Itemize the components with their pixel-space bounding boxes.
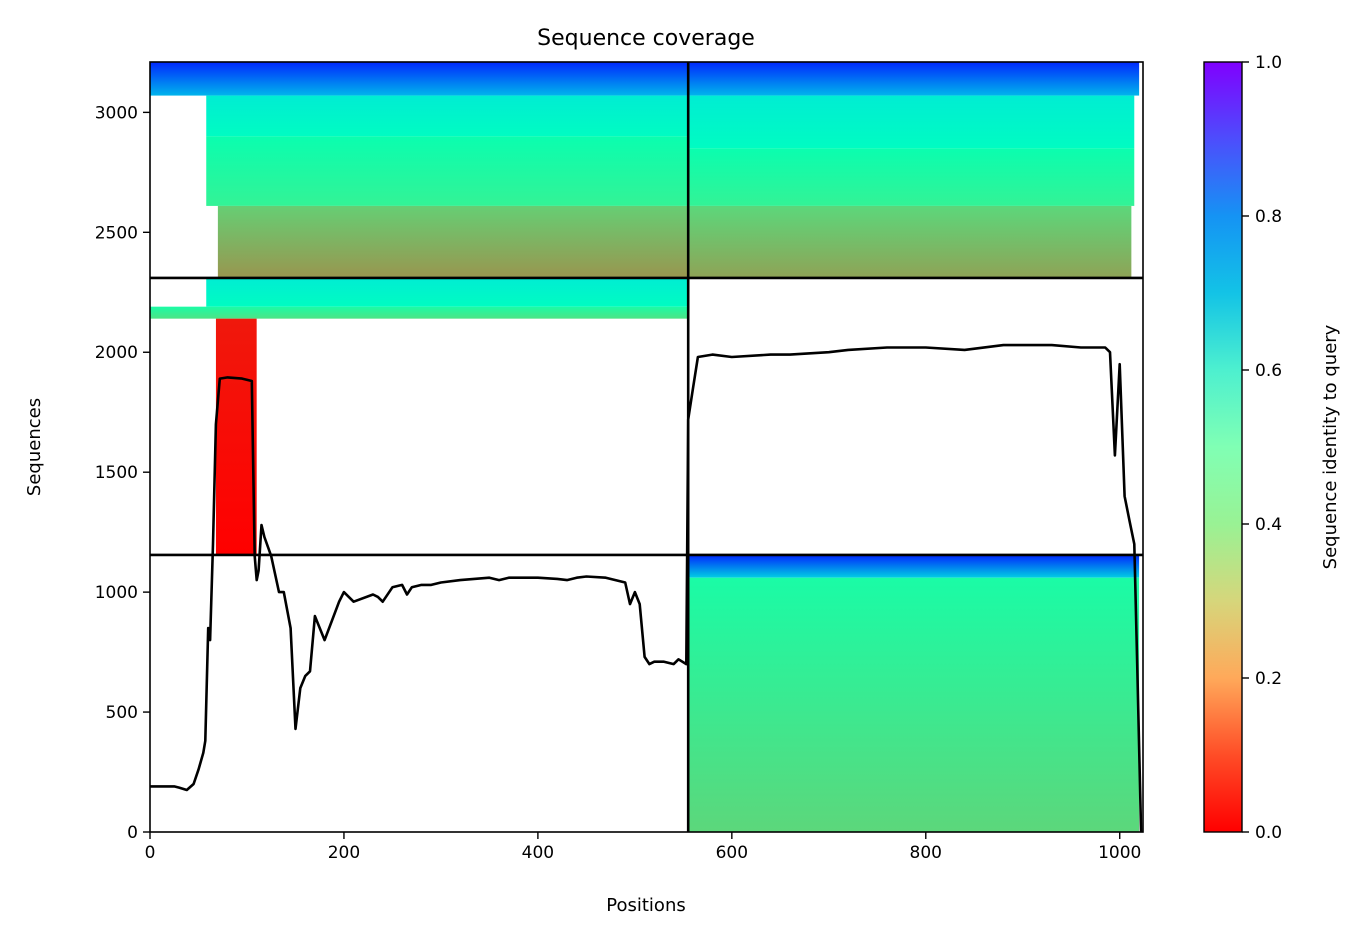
coverage-line-layer [150,343,1143,832]
coverage-band-0-3 [217,205,689,278]
colorbar-tick-label: 0.0 [1255,823,1282,843]
chart-title: Sequence coverage [537,26,755,51]
y-tick-label: 3000 [95,103,138,123]
coverage-band-0-0 [150,62,689,96]
coverage-band-3-1 [688,577,1140,832]
x-tick-label: 0 [145,843,156,863]
y-tick-label: 0 [127,823,138,843]
coverage-band-2-1 [150,306,689,319]
y-tick-label: 2500 [95,223,138,243]
y-tick-label: 500 [106,703,138,723]
colorbar-tick-label: 0.6 [1255,361,1282,381]
colorbar-tick-label: 1.0 [1255,53,1282,73]
coverage-band-2-0 [206,277,689,307]
coverage-band-1-1 [688,95,1135,149]
x-tick-label: 1000 [1098,843,1141,863]
colorbar-tick-label: 0.8 [1255,207,1282,227]
colorbar-label: Sequence identity to query [1320,324,1341,569]
y-axis-label: Sequences [24,398,45,496]
y-tick-label: 1500 [95,463,138,483]
x-tick-label: 200 [328,843,360,863]
coverage-band-3-0 [688,554,1140,578]
coverage-band-1-0 [688,62,1140,96]
x-tick-label: 400 [522,843,554,863]
colorbar-tick-label: 0.2 [1255,669,1282,689]
y-tick-label: 2000 [95,343,138,363]
coverage-band-1-3 [688,205,1132,278]
colorbar-ticks: 0.0 0.2 0.4 0.6 0.8 1.0 [1242,53,1282,843]
coverage-heatmap [150,62,1140,832]
plot-frame [149,61,1144,833]
y-tick-label: 1000 [95,583,138,603]
colorbar-tick-label: 0.4 [1255,515,1282,535]
coverage-band-1-2 [688,148,1135,206]
coverage-band-0-1 [206,95,689,137]
x-axis-label: Positions [606,895,685,916]
x-tick-label: 800 [910,843,942,863]
coverage-band-0-2 [206,136,689,206]
colorbar [1203,61,1243,833]
coverage-band-2-2 [215,318,257,555]
x-tick-label: 600 [716,843,748,863]
x-axis-ticks: 0 200 400 600 800 1000 [145,832,1141,863]
coverage-line [150,343,1143,832]
y-axis-ticks: 0 500 1000 1500 2000 2500 3000 [95,103,150,843]
